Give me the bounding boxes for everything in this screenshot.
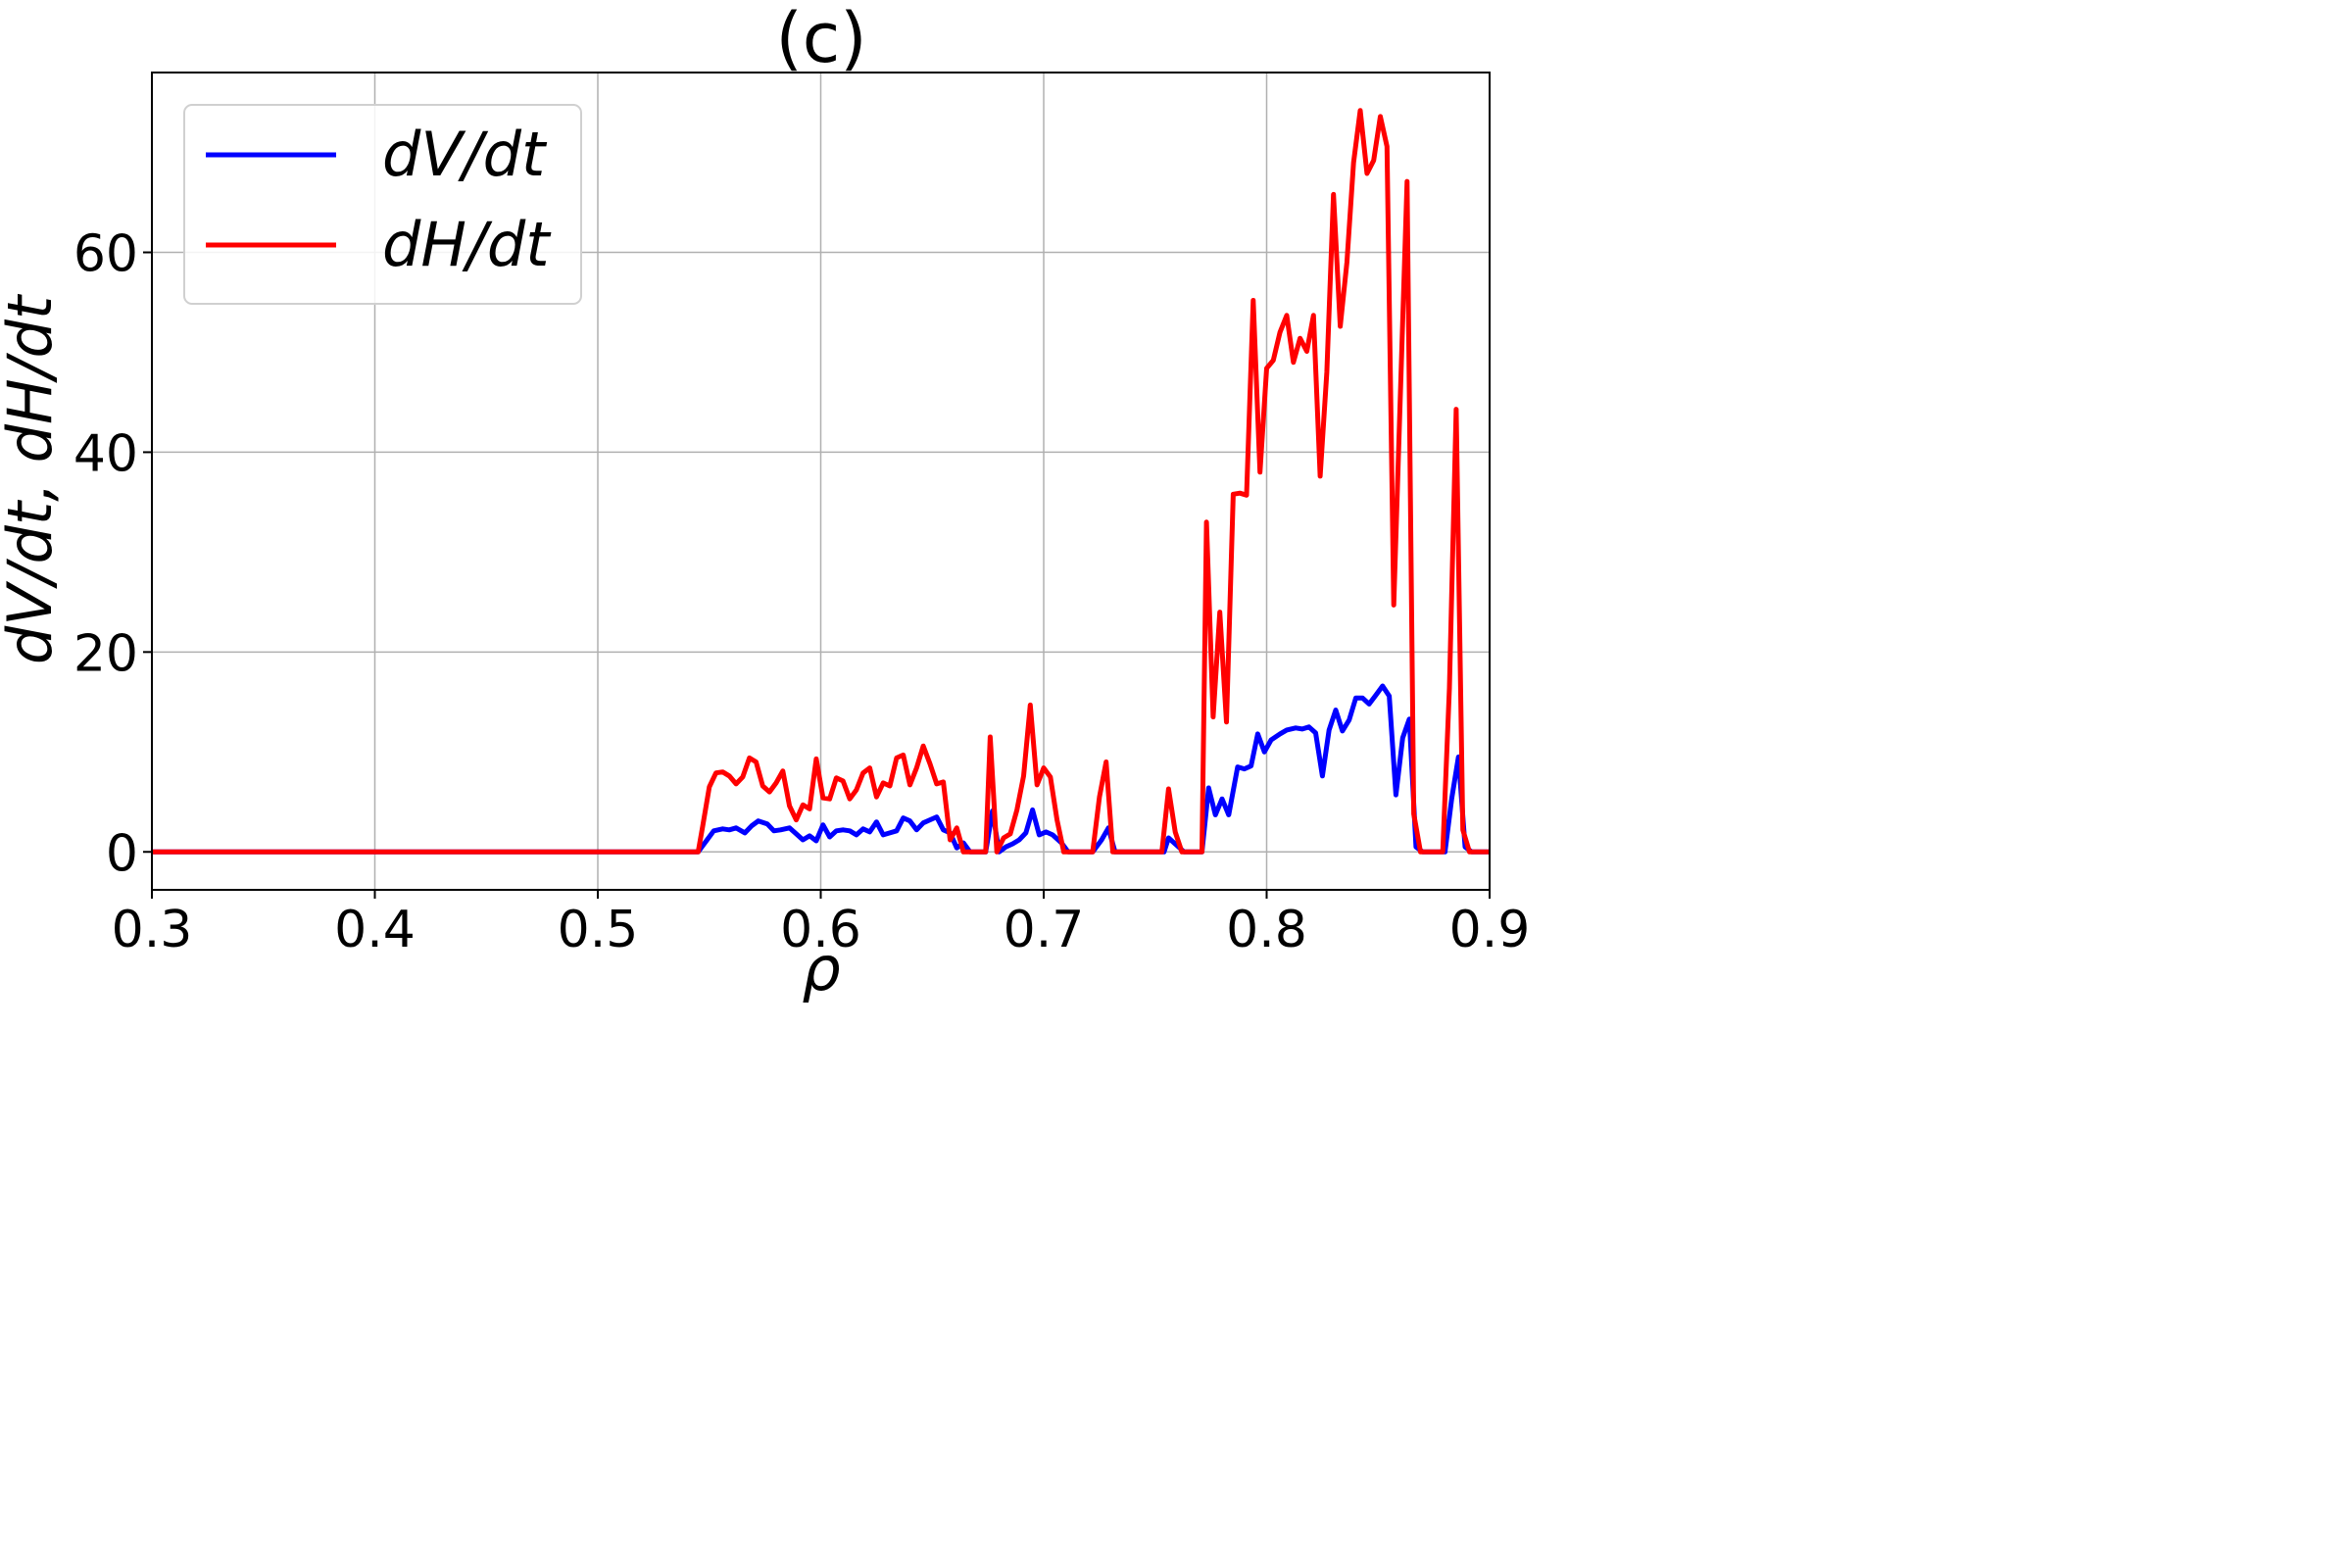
x-tick-label: 0.4: [334, 901, 416, 959]
chart: (c) 0.3 0.4 0.5 0.6 0.7 0.8 0.9 0 20 40 60 ρ dV/d…: [0, 0, 1538, 1022]
series-line-dv-dt: [152, 683, 1490, 855]
y-axis-label: dV/dt, dH/dt: [0, 293, 66, 664]
y-tick-label: 20: [74, 624, 138, 683]
x-tick-label: 0.9: [1449, 901, 1531, 959]
chart-title: (c): [775, 0, 866, 78]
series-line-dh-dt: [152, 108, 1490, 855]
x-axis-ticks: 0.3 0.4 0.5 0.6 0.7 0.8 0.9: [112, 890, 1531, 959]
legend-label-dv: dV/dt: [382, 119, 548, 190]
x-tick-label: 0.7: [1004, 901, 1085, 959]
series-layer: [152, 108, 1490, 855]
x-tick-label: 0.5: [558, 901, 639, 959]
x-tick-label: 0.6: [780, 901, 861, 959]
y-axis-ticks: 0 20 40 60: [74, 225, 152, 883]
y-tick-label: 60: [74, 225, 138, 284]
legend-label-dh: dH/dt: [382, 209, 552, 280]
legend: dV/dt dH/dt: [183, 104, 582, 305]
x-tick-label: 0.8: [1226, 901, 1307, 959]
x-tick-label: 0.3: [112, 901, 193, 959]
y-tick-label: 40: [74, 424, 138, 483]
x-axis-label: ρ: [802, 933, 840, 1004]
y-tick-label: 0: [106, 824, 138, 883]
